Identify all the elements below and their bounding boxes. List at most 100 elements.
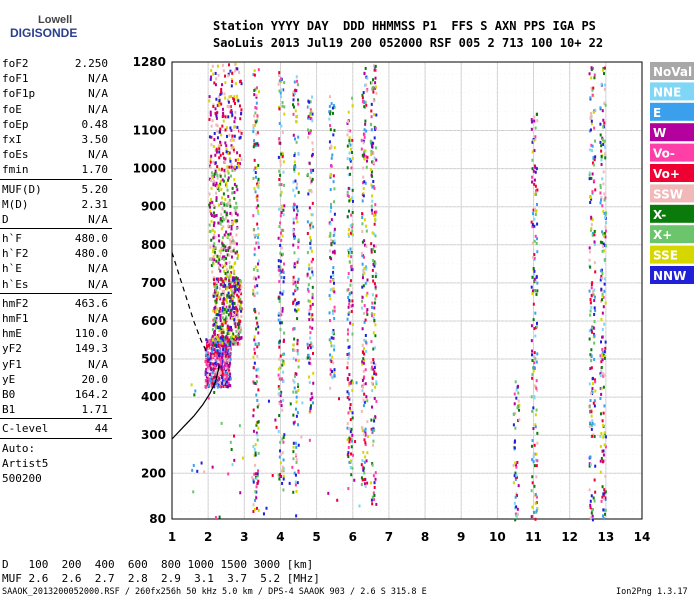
echo-dot — [350, 250, 353, 254]
echo-dot — [293, 169, 296, 173]
echo-dot — [233, 318, 236, 322]
echo-dot — [257, 388, 260, 392]
echo-dot — [222, 179, 225, 183]
echo-dot — [292, 357, 295, 361]
echo-dot — [370, 361, 373, 365]
y-tick-label: 1000 — [133, 162, 166, 176]
echo-dot — [254, 472, 257, 476]
echo-dot — [363, 266, 366, 270]
echo-dot — [234, 82, 237, 86]
echo-dot — [239, 284, 242, 288]
echo-dot — [333, 187, 336, 191]
echo-dot — [293, 471, 296, 475]
echo-dot — [603, 350, 606, 354]
echo-dot — [293, 380, 296, 384]
echo-dot — [228, 383, 231, 387]
echo-dot — [590, 390, 593, 394]
echo-dot — [604, 512, 607, 516]
echo-dot — [233, 206, 236, 210]
echo-dot — [601, 358, 604, 362]
echo-dot — [236, 125, 239, 129]
echo-dot — [294, 289, 297, 293]
echo-dot — [225, 310, 228, 314]
echo-dot — [218, 103, 221, 107]
echo-dot — [311, 177, 314, 181]
echo-dot — [332, 278, 335, 282]
y-tick-label: 200 — [141, 466, 166, 480]
echo-dot — [228, 346, 231, 350]
echo-dot — [530, 353, 533, 357]
echo-dot — [333, 239, 336, 243]
param-name: fmin — [2, 163, 29, 177]
echo-dot — [252, 366, 255, 370]
echo-dot — [600, 432, 603, 436]
echo-dot — [311, 313, 314, 317]
echo-dot — [591, 514, 594, 518]
echo-dot — [370, 168, 373, 172]
echo-dot — [282, 88, 285, 92]
echo-dot — [215, 321, 218, 325]
echo-dot — [236, 213, 239, 217]
echo-dot — [219, 316, 222, 320]
echo-dot — [517, 391, 520, 395]
echo-dot — [365, 83, 368, 87]
echo-dot — [252, 355, 255, 359]
echo-dot — [535, 292, 538, 296]
echo-dot — [221, 325, 224, 329]
echo-dot — [297, 102, 300, 106]
echo-dot — [515, 505, 518, 509]
echo-dot — [277, 473, 280, 477]
echo-dot — [252, 129, 255, 133]
echo-dot — [588, 405, 591, 409]
echo-dot — [223, 377, 226, 381]
echo-dot — [603, 355, 606, 359]
echo-dot — [216, 313, 219, 317]
echo-dot — [599, 354, 602, 358]
param-row: MUF(D) 5.20 — [0, 182, 112, 197]
echo-dot — [240, 82, 243, 86]
echo-dot — [213, 282, 216, 286]
echo-dot — [212, 346, 215, 350]
echo-dot — [294, 483, 297, 487]
echo-dot — [591, 218, 594, 222]
echo-dot — [536, 112, 539, 116]
echo-dot — [514, 477, 517, 481]
echo-dot — [219, 263, 222, 267]
echo-dot — [372, 99, 375, 103]
echo-dot — [217, 221, 220, 225]
param-value: 0.48 — [81, 117, 109, 131]
echo-dot — [371, 405, 374, 409]
echo-dot — [590, 293, 593, 297]
echo-dot — [279, 354, 282, 358]
echo-dot — [279, 472, 282, 476]
echo-dot — [361, 350, 364, 354]
echo-dot — [236, 256, 239, 260]
echo-dot — [211, 352, 214, 356]
echo-dot — [373, 156, 376, 160]
echo-dot — [221, 381, 224, 385]
echo-dot — [212, 179, 215, 183]
echo-dot — [535, 464, 538, 468]
echo-dot — [593, 233, 596, 237]
echo-dot — [226, 340, 229, 344]
echo-dot — [206, 363, 209, 367]
echo-dot — [329, 209, 332, 213]
echo-dot — [222, 297, 225, 301]
param-name: yE — [2, 372, 16, 386]
echo-dot — [307, 267, 310, 271]
echo-dot — [220, 330, 223, 334]
echo-dot — [231, 186, 234, 190]
echo-dot — [278, 387, 281, 391]
echo-dot — [330, 370, 333, 374]
echo-dot — [237, 281, 240, 285]
echo-dot — [226, 318, 229, 322]
echo-dot — [256, 235, 259, 239]
echo-dot — [231, 296, 234, 300]
echo-dot — [236, 293, 239, 297]
echo-dot — [373, 222, 376, 226]
echo-dot — [210, 341, 213, 345]
echo-dot — [346, 426, 349, 430]
echo-dot — [599, 434, 602, 438]
echo-dot — [224, 271, 227, 275]
echo-dot — [282, 379, 285, 383]
